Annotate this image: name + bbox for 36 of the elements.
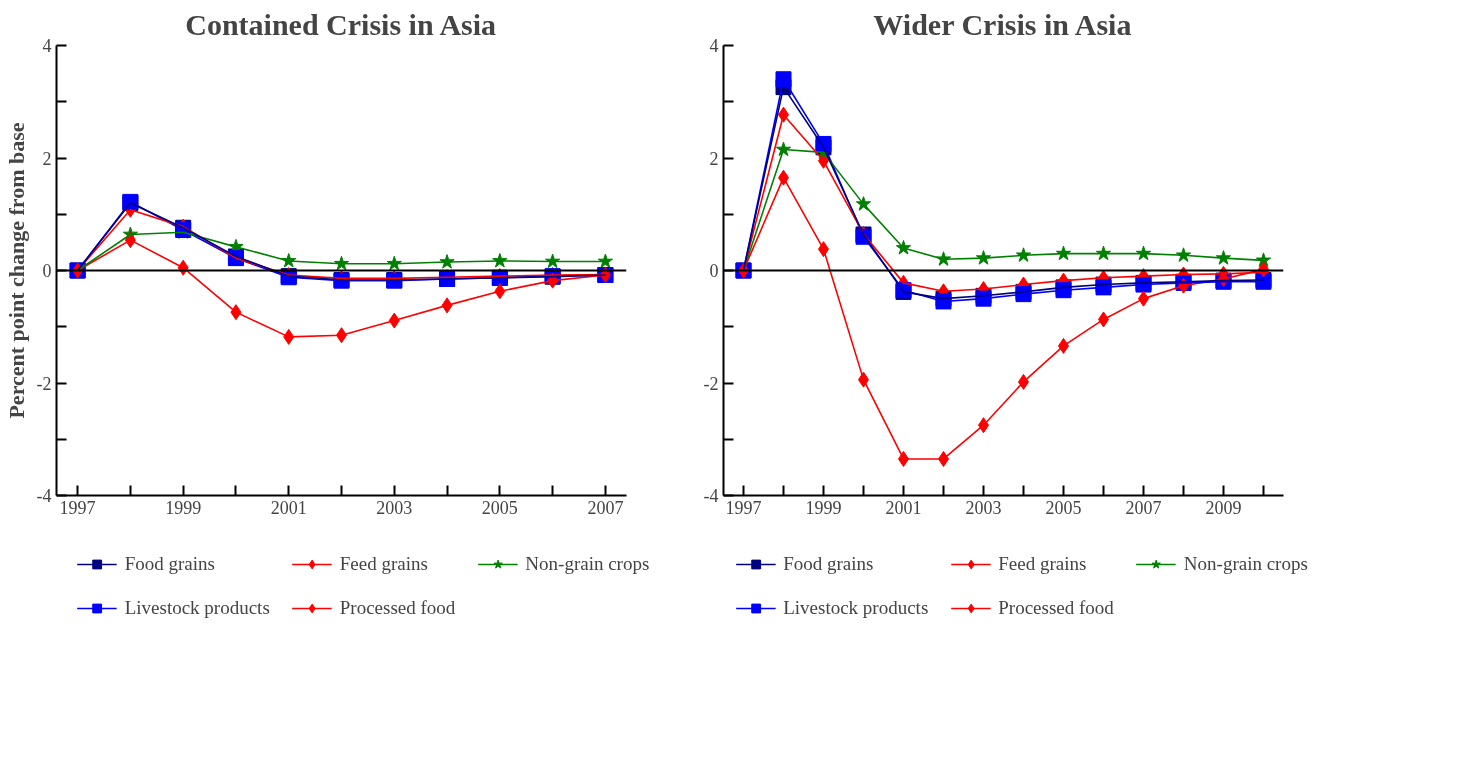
y-tick-label: -4	[703, 486, 719, 506]
y-tick-label: -2	[36, 373, 52, 394]
y-tick-label: 4	[42, 36, 52, 56]
chart-title: Wider Crisis in Asia	[873, 7, 1132, 41]
legend-label: Non-grain crops	[1183, 553, 1308, 575]
x-tick-label: 2009	[1205, 497, 1242, 518]
y-tick-label: -4	[36, 486, 52, 506]
x-tick-label: 2005	[481, 497, 518, 518]
x-tick-label: 2003	[965, 497, 1002, 518]
x-tick-label: 2001	[885, 497, 922, 518]
y-tick-label: 2	[42, 148, 52, 169]
y-tick-label: 4	[709, 36, 719, 56]
x-tick-label: 2005	[1045, 497, 1082, 518]
y-axis-title: Percent point change from base	[3, 122, 29, 419]
chart-title: Contained Crisis in Asia	[185, 7, 497, 41]
y-tick-label: 2	[709, 148, 719, 169]
x-tick-label: 1999	[165, 497, 202, 518]
y-tick-label: 0	[709, 261, 719, 281]
y-tick-label: -2	[703, 373, 719, 394]
legend-label: Livestock products	[124, 597, 270, 619]
legend-label: Food grains	[124, 553, 215, 575]
legend-label: Feed grains	[339, 553, 428, 575]
legend-label: Feed grains	[998, 553, 1087, 575]
x-tick-label: 2001	[270, 497, 307, 518]
legend-label: Food grains	[783, 553, 874, 575]
legend-label: Processed food	[998, 597, 1114, 619]
legend-label: Processed food	[339, 597, 456, 619]
legend-label: Livestock products	[783, 597, 929, 619]
x-tick-label: 2007	[587, 497, 624, 518]
x-tick-label: 1997	[725, 497, 762, 518]
legend-label: Non-grain crops	[525, 553, 650, 575]
x-tick-label: 1999	[805, 497, 842, 518]
x-tick-label: 1997	[59, 497, 96, 518]
x-tick-label: 2003	[376, 497, 413, 518]
x-tick-label: 2007	[1125, 497, 1162, 518]
y-tick-label: 0	[42, 261, 52, 281]
